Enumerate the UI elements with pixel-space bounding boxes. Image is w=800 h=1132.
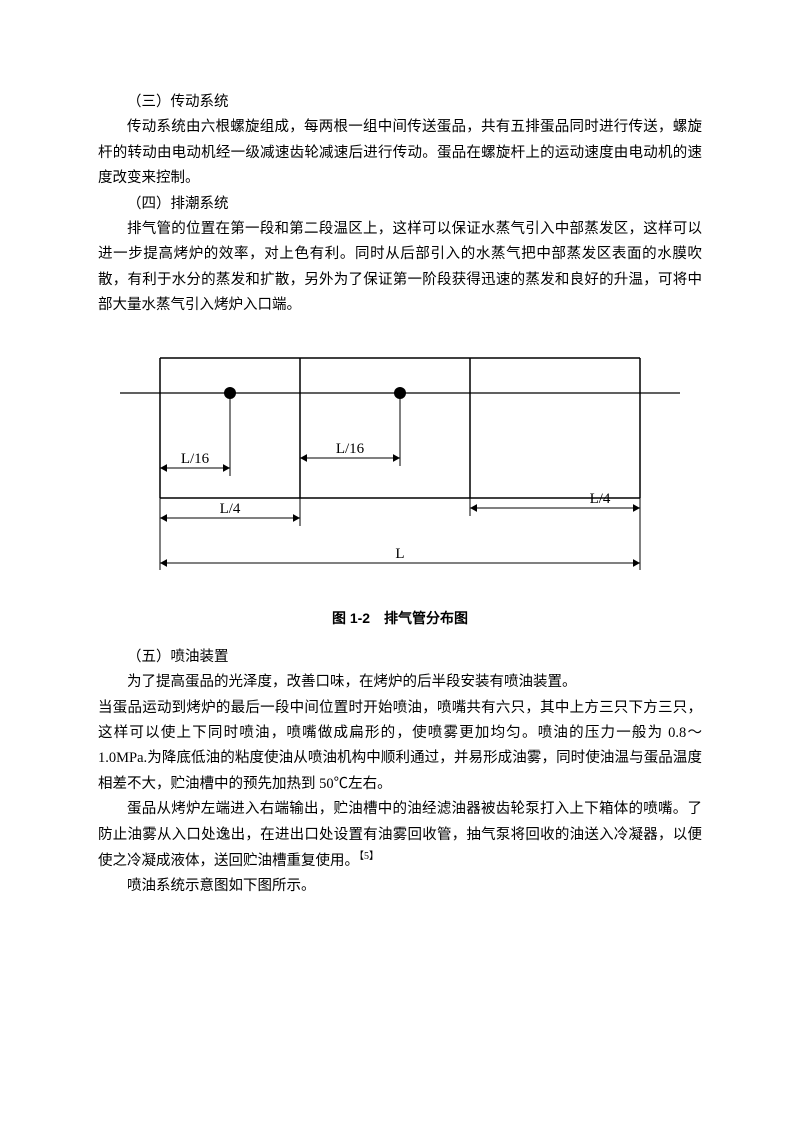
svg-text:L/4: L/4 <box>590 491 611 507</box>
svg-text:L: L <box>395 546 404 562</box>
section-5-heading: （五）喷油装置 <box>98 645 702 670</box>
svg-text:L/4: L/4 <box>220 501 241 517</box>
figure-1-2: L/16 L/16 L/4 L/4 L <box>120 348 680 598</box>
section-5-p1: 为了提高蛋品的光泽度，改善口味，在烤炉的后半段安装有喷油装置。 <box>98 670 702 695</box>
section-4-paragraph: 排气管的位置在第一段和第二段温区上，这样可以保证水蒸气引入中部蒸发区，这样可以进… <box>98 217 702 319</box>
section-3-heading: （三）传动系统 <box>98 90 702 115</box>
section-5-p4: 喷油系统示意图如下图所示。 <box>98 874 702 899</box>
document-page: （三）传动系统 传动系统由六根螺旋组成，每两根一组中间传送蛋品，共有五排蛋品同时… <box>0 0 800 939</box>
svg-text:L/16: L/16 <box>336 441 365 457</box>
svg-text:L/16: L/16 <box>181 451 210 467</box>
section-4-heading: （四）排潮系统 <box>98 192 702 217</box>
citation-5: 【5】 <box>359 851 379 862</box>
section-5-p3: 蛋品从烤炉左端进入右端输出，贮油槽中的油经滤油器被齿轮泵打入上下箱体的喷嘴。了防… <box>98 797 702 874</box>
section-3-paragraph: 传动系统由六根螺旋组成，每两根一组中间传送蛋品，共有五排蛋品同时进行传送，螺旋杆… <box>98 115 702 191</box>
section-5-p2: 当蛋品运动到烤炉的最后一段中间位置时开始喷油，喷嘴共有六只，其中上方三只下方三只… <box>98 696 702 798</box>
figure-caption: 图 1-2 排气管分布图 <box>98 606 702 631</box>
section-5-p3-text: 蛋品从烤炉左端进入右端输出，贮油槽中的油经滤油器被齿轮泵打入上下箱体的喷嘴。了防… <box>98 801 702 869</box>
exhaust-pipe-diagram: L/16 L/16 L/4 L/4 L <box>120 348 680 598</box>
